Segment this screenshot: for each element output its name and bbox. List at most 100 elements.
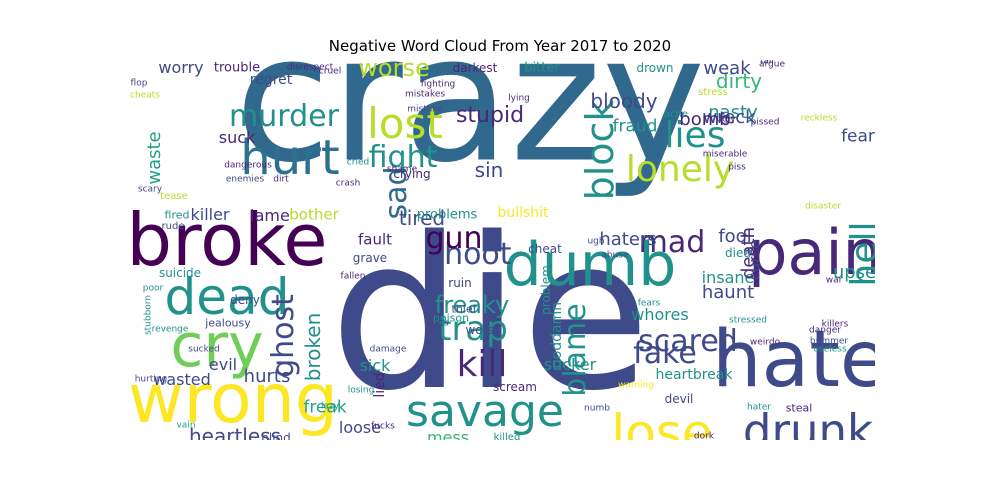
- cloud-word: flop: [130, 78, 148, 89]
- cloud-word: suicide: [158, 266, 202, 280]
- word-cloud: crazy die broke wrong hate pain dumb dead cry sav…: [125, 60, 875, 440]
- cloud-word: ruin: [448, 276, 472, 290]
- cloud-word: disrespect: [286, 62, 334, 73]
- cloud-word: die: [329, 192, 651, 437]
- cloud-word: evil: [208, 355, 238, 374]
- cloud-word: cry: [170, 311, 264, 381]
- cloud-word: enemies: [225, 174, 265, 185]
- cloud-word: waste: [144, 131, 165, 185]
- cloud-word: fallen: [340, 271, 366, 282]
- cloud-word: savage: [406, 386, 564, 437]
- cloud-word: dork: [693, 431, 715, 440]
- cloud-word: lame: [250, 206, 290, 225]
- cloud-word: stress: [698, 87, 728, 98]
- cloud-word: freak: [303, 397, 347, 418]
- cloud-word: bummer: [809, 336, 849, 347]
- cloud-word: trouble: [213, 60, 261, 76]
- cloud-word: hurting: [134, 374, 168, 385]
- cloud-word: pissed: [750, 117, 780, 128]
- cloud-word: drunk: [742, 404, 874, 441]
- cloud-word: tease: [160, 191, 188, 202]
- cloud-word: problems: [416, 207, 478, 223]
- cloud-word: nasty: [708, 102, 758, 123]
- cloud-word: grave: [352, 251, 388, 265]
- cloud-word: warning: [617, 380, 655, 391]
- cloud-word: scary: [137, 184, 163, 195]
- cloud-word: lonely: [625, 149, 735, 190]
- cloud-word: disaster: [805, 201, 841, 212]
- cloud-word: regret: [249, 72, 293, 88]
- cloud-word: fight: [368, 140, 438, 175]
- cloud-word: crash: [335, 178, 361, 189]
- cloud-word: worry: [158, 60, 204, 77]
- cloud-word: sucked: [188, 344, 220, 355]
- cloud-word: fears: [637, 298, 661, 309]
- cloud-word: blind: [261, 431, 291, 440]
- cloud-word: died: [725, 246, 751, 260]
- cloud-word: drown: [636, 61, 674, 75]
- cloud-word: killer: [190, 205, 230, 224]
- cloud-word: broke: [126, 198, 328, 282]
- cloud-word: rob: [745, 247, 761, 258]
- cloud-word: mistakes: [404, 89, 446, 100]
- cloud-word: ache: [663, 109, 689, 120]
- cloud-word: lied: [372, 372, 388, 398]
- cloud-word: suck: [218, 128, 256, 147]
- cloud-word: sucker: [543, 355, 597, 374]
- cloud-word: killed: [493, 432, 521, 441]
- cloud-word: lies: [664, 115, 726, 156]
- cloud-word: fraud: [612, 116, 658, 137]
- cloud-word: hurts: [243, 366, 291, 387]
- cloud-word: lose: [611, 404, 713, 440]
- cloud-word: trap: [438, 309, 508, 349]
- cloud-word: lost: [367, 99, 443, 148]
- cloud-word: war: [825, 275, 843, 286]
- cloud-word: revenge: [151, 324, 189, 335]
- cloud-word: lying: [508, 93, 530, 104]
- cloud-word: fault: [357, 230, 393, 249]
- cloud-word: lazy: [320, 401, 340, 412]
- cloud-word: poison: [432, 311, 470, 325]
- cloud-word: ugh: [587, 236, 605, 247]
- cloud-word: mess: [426, 428, 470, 441]
- cloud-word: jealousy: [205, 316, 251, 330]
- cloud-word: piss: [728, 162, 746, 173]
- cloud-word: fear: [841, 126, 875, 147]
- cloud-word: hate: [712, 315, 875, 405]
- cloud-word: problem: [539, 265, 553, 315]
- cloud-word: dirt: [273, 174, 289, 185]
- cloud-word: murder: [229, 99, 339, 134]
- cloud-word: vain: [176, 420, 196, 431]
- cloud-word: upset: [832, 262, 875, 283]
- cloud-word: dead: [164, 268, 290, 326]
- cloud-word: wreck: [702, 107, 756, 128]
- cloud-word: darkest: [452, 61, 498, 75]
- cloud-word: pain: [748, 216, 875, 289]
- cloud-word: damage: [369, 344, 407, 355]
- cloud-word: hurt: [240, 130, 340, 186]
- cloud-word: whores: [631, 305, 689, 324]
- cloud-word: tired: [398, 206, 446, 230]
- cloud-word: wasted: [153, 370, 211, 389]
- cloud-word: dirty: [715, 69, 763, 93]
- cloud-word: fighting: [420, 79, 456, 90]
- cloud-word: insane: [701, 268, 755, 287]
- cloud-word: fake: [633, 336, 697, 371]
- cloud-word: danger: [809, 325, 841, 336]
- cloud-word: freaky: [434, 291, 510, 319]
- cloud-word: sin: [474, 158, 504, 182]
- cloud-word: worst: [465, 323, 499, 337]
- cloud-word: numb: [584, 403, 610, 414]
- cloud-word: thief: [451, 302, 477, 316]
- cloud-word: stupid: [455, 103, 525, 128]
- cloud-word: bomb: [679, 109, 731, 130]
- cloud-word: argue: [758, 60, 786, 70]
- cloud-word: crying: [393, 167, 431, 181]
- cloud-word: killers: [821, 319, 849, 330]
- cloud-word: heartless: [188, 424, 282, 440]
- cloud-word: bother: [289, 205, 339, 224]
- cloud-word: devil: [664, 392, 694, 406]
- cloud-word: scared: [638, 324, 738, 359]
- cloud-word: fucks: [371, 421, 395, 432]
- cloud-word: worse: [358, 60, 430, 82]
